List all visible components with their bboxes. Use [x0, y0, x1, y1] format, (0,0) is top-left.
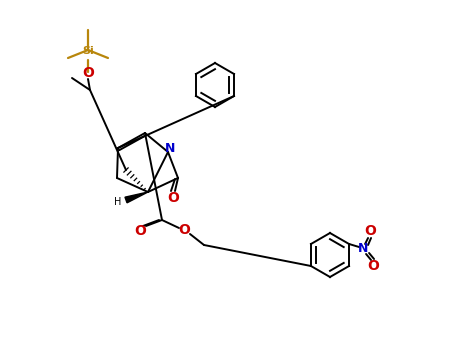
Text: H: H: [114, 197, 121, 207]
Text: O: O: [367, 259, 379, 273]
Text: O: O: [82, 66, 94, 80]
Text: N: N: [165, 141, 175, 154]
Text: N: N: [358, 243, 368, 256]
Polygon shape: [125, 192, 148, 203]
Text: O: O: [178, 223, 190, 237]
Text: Si: Si: [82, 46, 94, 56]
Text: O: O: [134, 224, 146, 238]
Text: O: O: [167, 191, 179, 205]
Text: O: O: [364, 224, 376, 238]
